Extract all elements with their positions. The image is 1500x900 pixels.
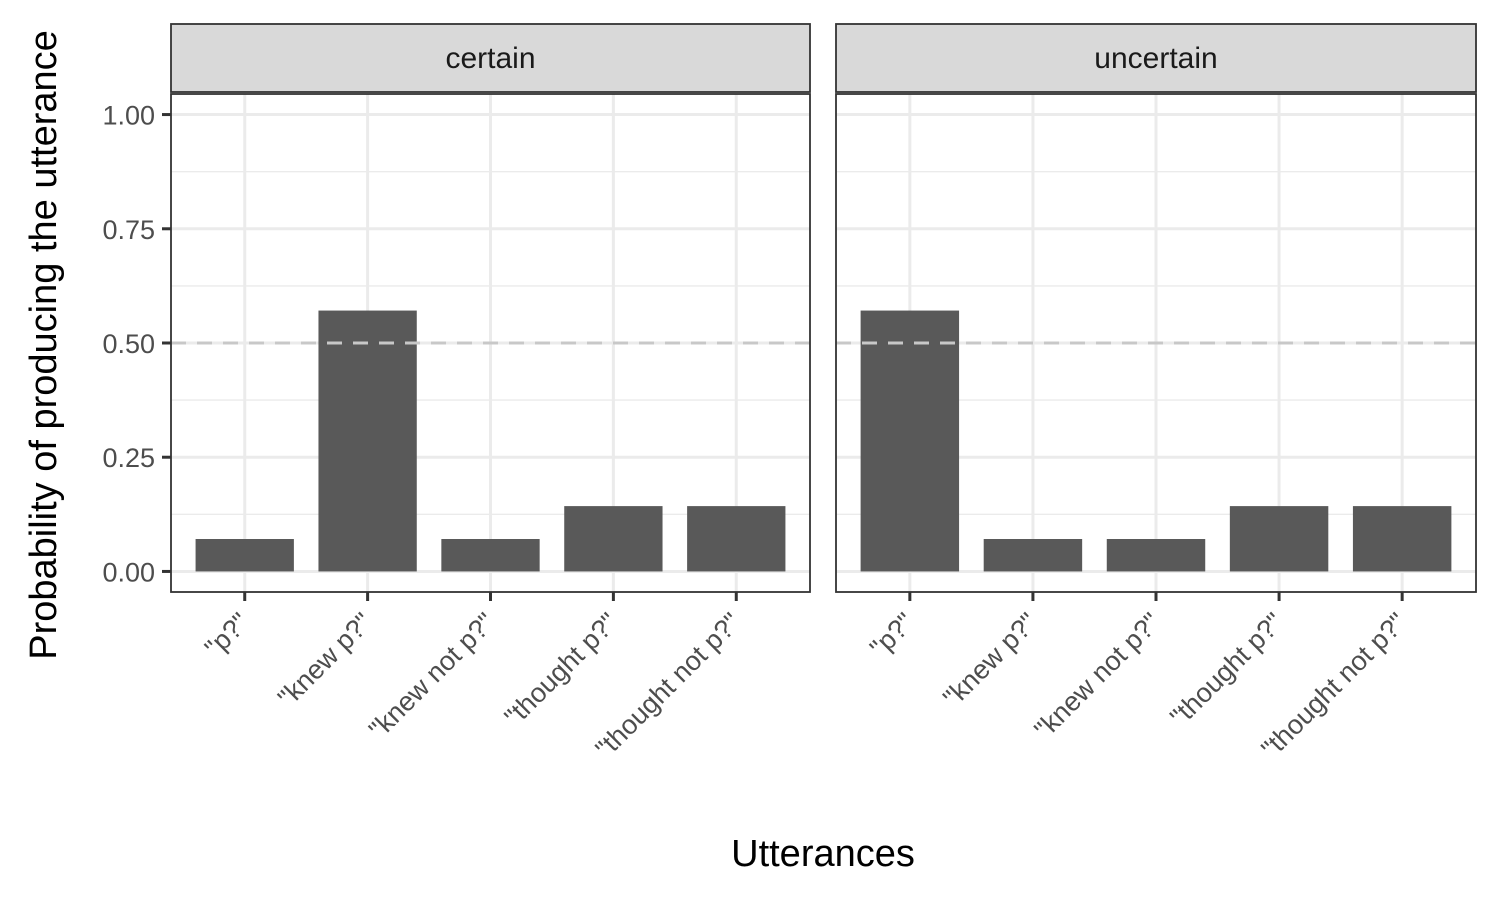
y-axis-title: Probability of producing the utterance [23, 30, 65, 660]
x-tick-label: "p?" [199, 607, 255, 663]
bar-uncertain-4 [1229, 506, 1329, 572]
bar-uncertain-3 [1106, 539, 1206, 572]
x-tick-label: "p?" [864, 607, 920, 663]
facet-label-uncertain: uncertain [1094, 42, 1217, 75]
y-tick-label: 1.00 [102, 101, 155, 131]
bar-certain-1 [195, 539, 294, 572]
bar-certain-5 [687, 506, 786, 572]
bar-certain-2 [318, 310, 417, 572]
facet-strip [835, 23, 1477, 93]
bar-certain-3 [441, 539, 540, 572]
bar-uncertain-5 [1352, 506, 1452, 572]
x-tick-label: "knew not p?" [1029, 607, 1167, 745]
x-tick-label: "knew p?" [272, 607, 378, 713]
y-tick-label: 0.50 [102, 329, 155, 359]
x-tick-label: "thought p?" [499, 607, 624, 732]
facet-strip [170, 23, 811, 93]
y-tick-label: 0.00 [102, 557, 155, 587]
bar-uncertain-1 [860, 310, 960, 572]
x-tick-label: "knew not p?" [363, 607, 501, 745]
x-axis-title: Utterances [731, 833, 915, 875]
y-tick-label: 0.25 [102, 443, 155, 473]
bar-uncertain-2 [983, 539, 1083, 572]
bar-certain-4 [564, 506, 663, 572]
x-tick-label: "thought p?" [1164, 607, 1289, 732]
facet-label-certain: certain [445, 42, 535, 75]
x-tick-label: "knew p?" [937, 607, 1043, 713]
y-tick-label: 0.75 [102, 215, 155, 245]
